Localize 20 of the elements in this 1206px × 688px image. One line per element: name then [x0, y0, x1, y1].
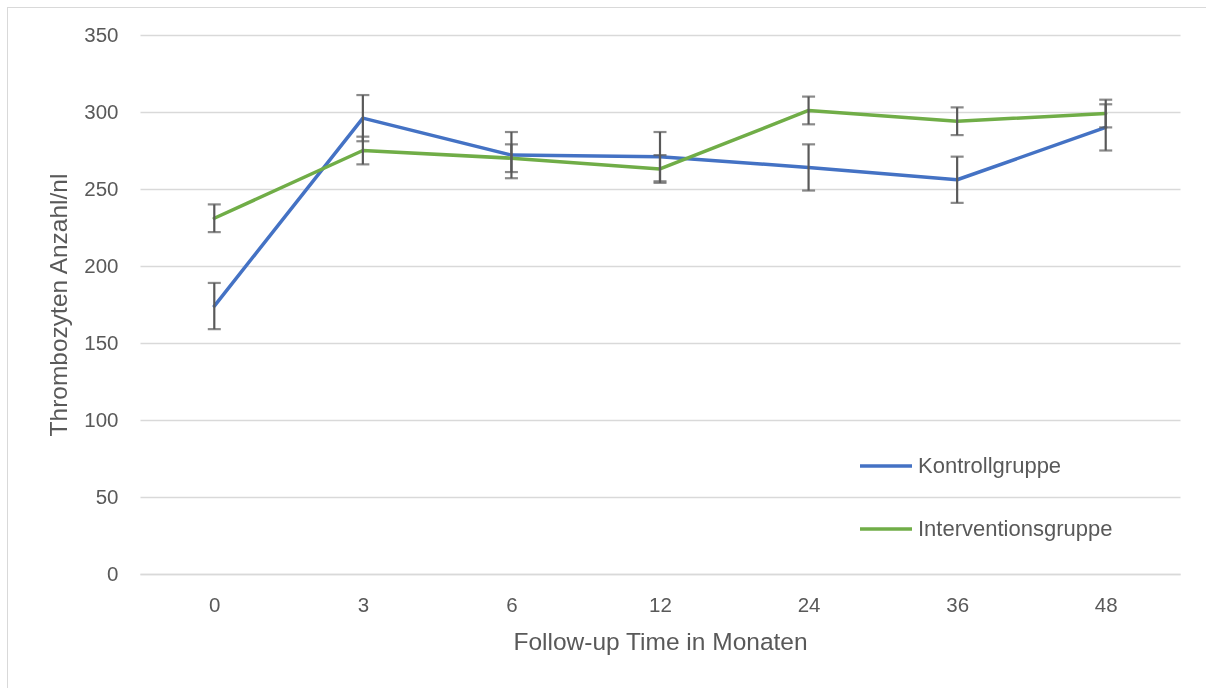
y-tick-label: 0	[107, 561, 119, 585]
x-tick-label: 0	[209, 592, 221, 616]
x-tick-label: 48	[1094, 592, 1118, 616]
x-tick-label: 24	[797, 592, 821, 616]
x-tick-label: 36	[946, 592, 970, 616]
legend-label: Interventionsgruppe	[918, 516, 1113, 541]
legend-label: Kontrollgruppe	[918, 453, 1062, 478]
x-tick-label: 3	[357, 592, 370, 616]
y-tick-label: 150	[84, 330, 119, 354]
x-tick-label: 6	[506, 592, 518, 616]
y-tick-label: 300	[84, 99, 119, 123]
y-tick-label: 350	[84, 22, 119, 46]
y-tick-label: 100	[84, 407, 119, 431]
x-tick-label: 12	[649, 592, 672, 616]
y-axis-title: Thrombozyten Anzahl/nl	[45, 173, 73, 437]
line-series	[212, 108, 1108, 221]
x-axis-title: Follow-up Time in Monaten	[513, 628, 808, 655]
y-tick-label: 250	[84, 176, 119, 200]
y-tick-label: 200	[84, 253, 119, 277]
y-tick-label: 50	[95, 484, 119, 508]
